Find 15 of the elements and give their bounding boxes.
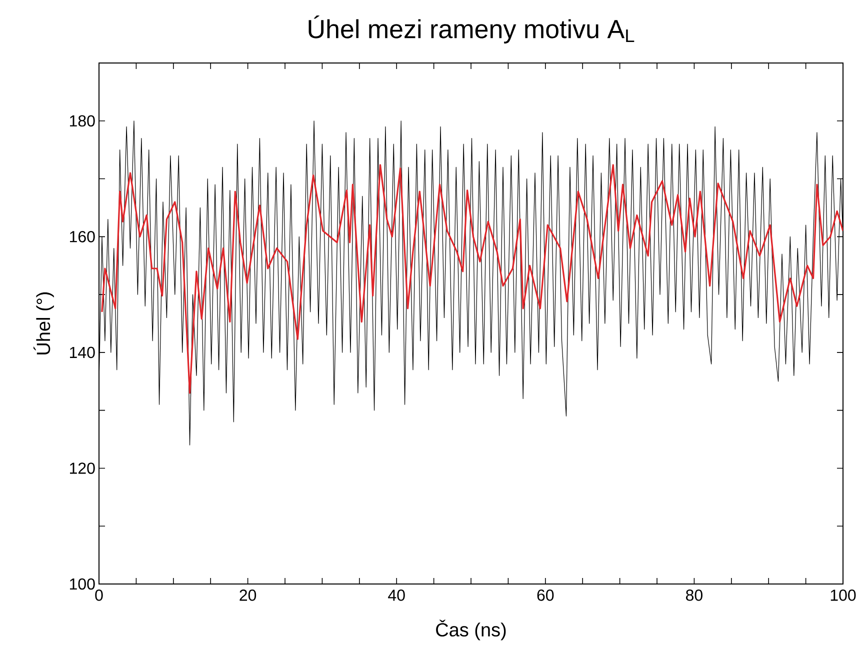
x-tick-label: 80 [686,590,702,601]
x-tick-label: 20 [240,590,256,601]
y-tick-label: 140 [70,346,95,358]
y-tick-label: 100 [70,578,95,590]
chart-title: Úhel mezi rameny motivu A$_{L}$ [308,16,634,44]
y-tick-label: 180 [70,115,95,127]
line-series [101,164,844,394]
x-tick-label: 0 [95,590,103,601]
x-tick-label: 60 [537,590,554,601]
x-tick-label: 100 [830,590,856,601]
y-tick-label: 120 [70,462,95,474]
y-axis-title: Úhel (°) [34,292,54,354]
x-tick-label: 40 [388,590,405,601]
x-axis-title: Čas (ns) [436,620,506,640]
y-tick-label: 160 [70,231,95,242]
